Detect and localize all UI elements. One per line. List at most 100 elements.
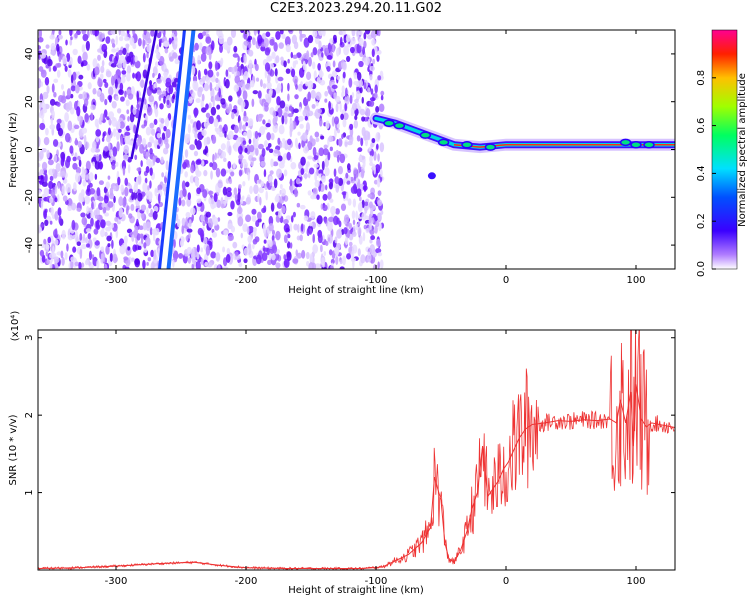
heatmap-noise-cell — [79, 233, 83, 241]
heatmap-noise-cell — [150, 249, 155, 258]
heatmap-noise-cell — [245, 122, 248, 127]
heatmap-noise-cell — [354, 98, 359, 103]
heatmap-noise-cell — [200, 98, 204, 110]
heatmap-noise-cell — [254, 140, 259, 149]
heatmap-noise-cell — [107, 201, 114, 208]
heatmap-noise-cell — [53, 154, 58, 163]
heatmap-noise-cell — [145, 236, 151, 247]
heatmap-noise-cell — [238, 145, 243, 155]
heatmap-noise-cell — [246, 129, 252, 140]
heatmap-noise-cell — [203, 137, 208, 147]
heatmap-noise-cell — [123, 144, 130, 155]
heatmap-noise-cell — [337, 165, 344, 175]
heatmap-noise-cell — [277, 76, 284, 82]
heatmap-noise-cell — [118, 207, 124, 218]
heatmap-noise-cell — [126, 109, 130, 115]
heatmap-noise-cell — [263, 239, 267, 244]
heatmap-noise-cell — [347, 198, 352, 206]
heatmap-noise-cell — [242, 124, 247, 131]
heatmap-noise-cell — [76, 207, 82, 212]
heatmap-noise-cell — [62, 55, 68, 65]
heatmap-noise-cell — [370, 142, 374, 148]
heatmap-noise-cell — [335, 255, 339, 266]
heatmap-noise-cell — [53, 91, 57, 98]
heatmap-noise-cell — [94, 173, 98, 180]
heatmap-noise-cell — [145, 126, 151, 136]
heatmap-noise-cell — [211, 161, 218, 171]
heatmap-noise-cell — [269, 170, 274, 175]
heatmap-noise-cell — [114, 85, 120, 95]
heatmap-noise-cell — [39, 150, 44, 160]
heatmap-noise-cell — [120, 184, 125, 193]
heatmap-noise-cell — [116, 141, 120, 152]
heatmap-noise-cell — [332, 43, 335, 53]
heatmap-noise-cell — [46, 259, 50, 265]
heatmap-noise-cell — [120, 76, 126, 84]
heatmap-noise-cell — [219, 43, 224, 53]
heatmap-noise-cell — [319, 79, 326, 86]
heatmap-noise-cell — [60, 170, 66, 178]
heatmap-noise-cell — [50, 42, 56, 51]
heatmap-noise-cell — [238, 184, 242, 189]
heatmap-noise-cell — [339, 266, 345, 269]
heatmap-noise-cell — [255, 254, 262, 265]
heatmap-noise-cell — [134, 154, 138, 161]
heatmap-noise-cell — [142, 38, 145, 50]
heatmap-noise-cell — [343, 214, 350, 223]
heatmap-noise-cell — [64, 112, 69, 123]
heatmap-noise-cell — [38, 36, 44, 43]
heatmap-noise-cell — [162, 147, 169, 155]
heatmap-noise-cell — [160, 30, 164, 34]
heatmap-noise-cell — [352, 219, 356, 226]
heatmap-noise-cell — [203, 68, 208, 76]
heatmap-noise-cell — [131, 234, 135, 242]
heatmap-noise-cell — [271, 51, 276, 60]
heatmap-noise-cell — [307, 190, 312, 196]
heatmap-noise-cell — [243, 70, 249, 81]
heatmap-noise-cell — [47, 236, 52, 244]
heatmap-noise-cell — [265, 190, 268, 201]
heatmap-noise-cell — [378, 103, 385, 113]
heatmap-noise-cell — [242, 223, 248, 233]
heatmap-noise-cell — [211, 134, 217, 145]
heatmap-noise-cell — [185, 235, 189, 242]
heatmap-noise-cell — [130, 54, 133, 66]
heatmap-noise-cell — [40, 69, 47, 78]
heatmap-noise-cell — [368, 201, 373, 209]
heatmap-noise-cell — [275, 230, 281, 241]
heatmap-noise-cell — [105, 36, 111, 44]
heatmap-noise-cell — [251, 157, 257, 162]
heatmap-noise-cell — [127, 246, 131, 251]
heatmap-noise-cell — [346, 55, 351, 63]
heatmap-noise-cell — [153, 118, 158, 126]
heatmap-noise-cell — [272, 110, 277, 118]
heatmap-noise-cell — [67, 205, 73, 212]
heatmap-noise-cell — [57, 182, 61, 190]
colorbar-tick-label: 0.6 — [696, 118, 707, 134]
heatmap-noise-cell — [262, 119, 266, 125]
heatmap-noise-cell — [208, 102, 212, 109]
heatmap-noise-cell — [349, 134, 354, 144]
heatmap-noise-cell — [162, 41, 169, 47]
heatmap-noise-cell — [85, 237, 88, 244]
heatmap-noise-cell — [328, 182, 333, 190]
heatmap-noise-cell — [201, 107, 207, 113]
heatmap-noise-cell — [191, 91, 196, 97]
heatmap-noise-cell — [261, 147, 266, 158]
heatmap-noise-cell — [129, 188, 133, 193]
heatmap-noise-cell — [64, 252, 68, 261]
heatmap-noise-cell — [215, 252, 221, 262]
heatmap-noise-cell — [111, 100, 117, 109]
heatmap-noise-cell — [46, 85, 50, 94]
snr-xtick-label: -100 — [365, 576, 388, 587]
heatmap-noise-cell — [94, 66, 100, 76]
heatmap-noise-cell — [92, 58, 98, 68]
heatmap-noise-cell — [232, 53, 239, 58]
heatmap-noise-cell — [364, 206, 368, 214]
heatmap-noise-cell — [210, 170, 213, 180]
heatmap-noise-cell — [222, 186, 228, 196]
heatmap-noise-cell — [74, 172, 81, 183]
heatmap-noise-cell — [101, 137, 105, 142]
heatmap-noise-cell — [218, 132, 225, 138]
heatmap-noise-cell — [120, 96, 125, 102]
